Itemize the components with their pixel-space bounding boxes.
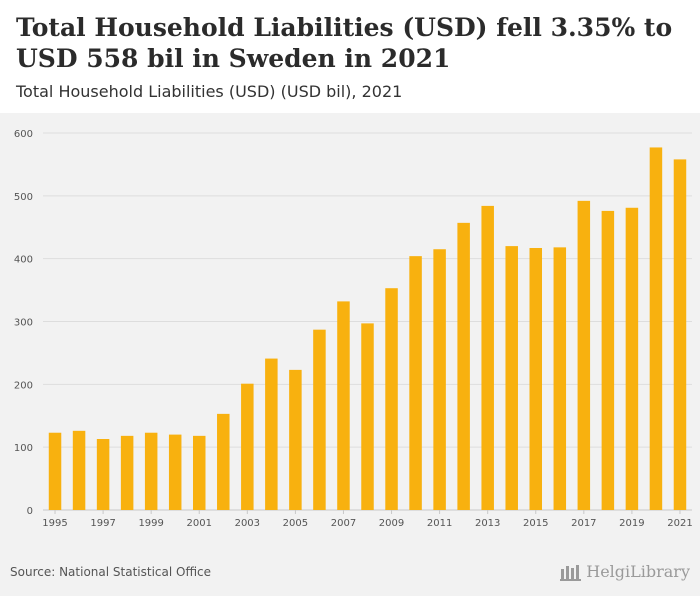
chart-title: Total Household Liabilities (USD) fell 3… (16, 13, 673, 73)
chart-subtitle: Total Household Liabilities (USD) (USD b… (16, 82, 403, 101)
bar-2009 (385, 288, 398, 510)
bar-2018 (601, 210, 615, 510)
x-tick-label-2001: 2001 (187, 518, 212, 529)
y-tick-label-600: 600 (14, 129, 33, 140)
bar-1997 (96, 439, 110, 510)
bar-1996 (72, 430, 86, 510)
bar-2010 (409, 256, 422, 510)
x-tick-label-2007: 2007 (331, 518, 356, 529)
bar-1999 (144, 432, 158, 510)
bar-2017 (577, 200, 591, 511)
x-tick-label-2015: 2015 (523, 518, 548, 529)
x-tick-label-1995: 1995 (42, 518, 67, 529)
x-tick-label-2013: 2013 (475, 518, 500, 529)
y-tick-label-300: 300 (14, 318, 33, 329)
chart-header: Total Household Liabilities (USD) fell 3… (0, 0, 700, 113)
bar-2000 (168, 434, 182, 510)
x-tick-label-2003: 2003 (235, 518, 260, 529)
bar-2004 (265, 358, 278, 510)
y-tick-label-500: 500 (14, 192, 33, 203)
x-tick-label-2011: 2011 (427, 518, 452, 529)
x-tick-label-2009: 2009 (379, 518, 404, 529)
y-tick-label-100: 100 (14, 443, 33, 454)
bar-2007 (337, 301, 350, 510)
x-tick-label-2019: 2019 (619, 518, 644, 529)
bar-2013 (481, 205, 494, 510)
bar-2001 (192, 435, 206, 510)
bar-2008 (361, 323, 374, 510)
bar-2020 (649, 147, 663, 510)
y-tick-label-400: 400 (14, 255, 33, 266)
bar-chart: 0 100 200 300 400 500 600 1995 1997 1999 2001 2003 2… (14, 129, 693, 529)
y-tick-label-200: 200 (14, 380, 33, 391)
bar-2019 (625, 207, 639, 510)
x-tick-label-2017: 2017 (571, 518, 596, 529)
x-tick-label-1999: 1999 (138, 518, 163, 529)
x-tick-label-1997: 1997 (90, 518, 115, 529)
x-tick-label-2005: 2005 (283, 518, 308, 529)
helgi-library-logo[interactable]: HelgiLibrary (560, 562, 690, 581)
x-tick-label-2021: 2021 (667, 518, 692, 529)
library-icon (560, 564, 582, 581)
bar-2003 (241, 383, 254, 510)
bar-1998 (120, 435, 134, 510)
bar-2011 (433, 249, 446, 511)
logo-text: HelgiLibrary (586, 562, 690, 581)
bar-1995 (48, 432, 62, 510)
bar-2002 (217, 413, 230, 510)
bar-2015 (529, 247, 543, 511)
bar-2016 (553, 247, 567, 511)
bar-2006 (313, 329, 326, 510)
bar-2021 (673, 159, 687, 510)
bar-2014 (505, 246, 518, 510)
bar-2012 (457, 222, 470, 510)
bar-2005 (289, 369, 302, 510)
chart-footer: Source: National Statistical Office Helg… (0, 557, 700, 596)
y-tick-label-0: 0 (27, 506, 33, 517)
source-note: Source: National Statistical Office (10, 565, 212, 579)
